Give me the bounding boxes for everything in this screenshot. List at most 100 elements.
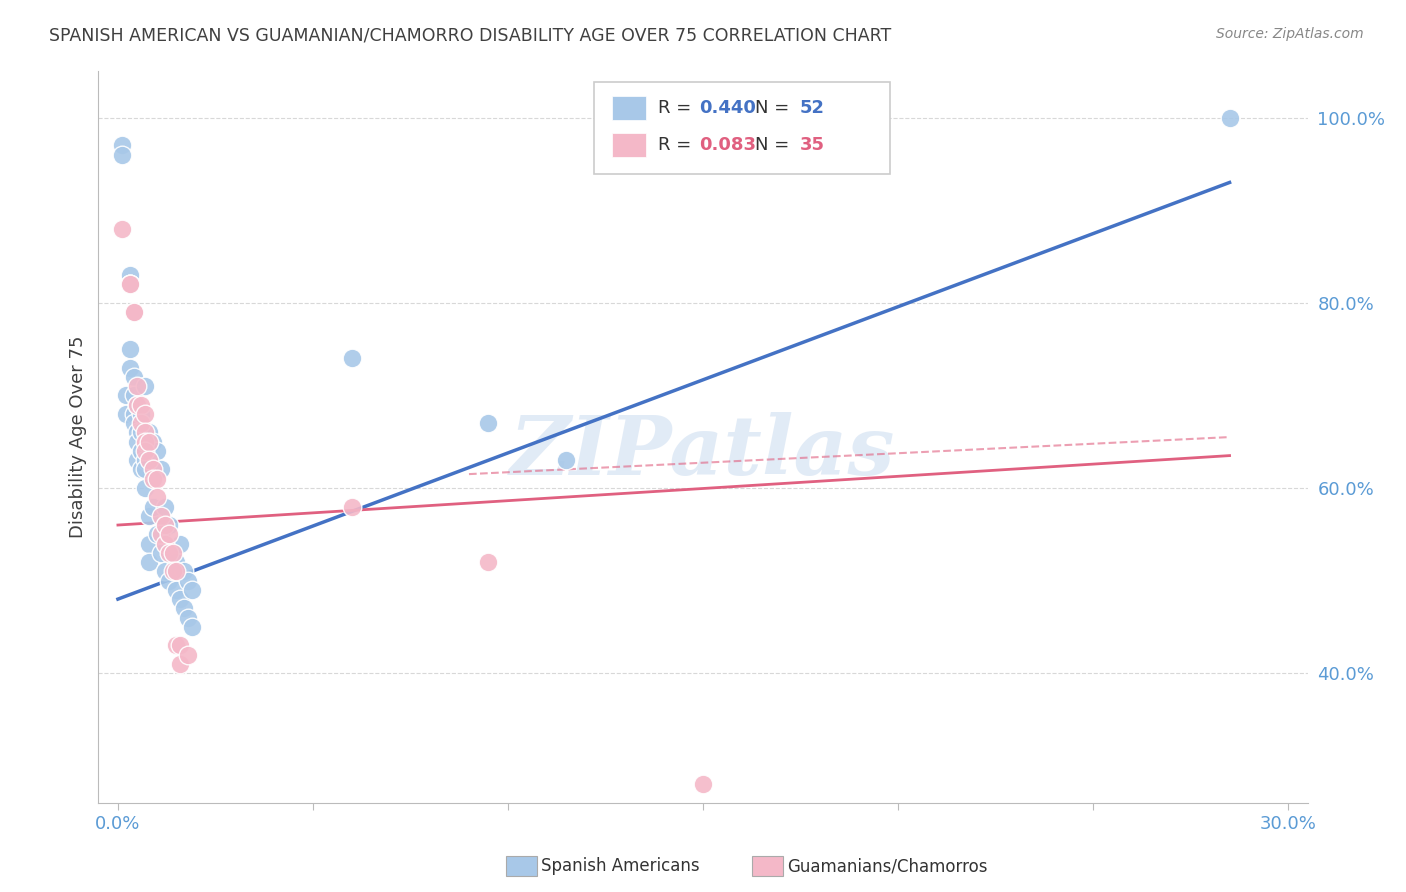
Point xyxy=(157,518,180,533)
Point xyxy=(114,388,136,402)
Text: 0.083: 0.083 xyxy=(699,136,756,153)
Point xyxy=(169,536,191,550)
Point xyxy=(142,434,165,449)
Point xyxy=(340,500,363,514)
Point xyxy=(153,565,176,579)
Text: Source: ZipAtlas.com: Source: ZipAtlas.com xyxy=(1216,27,1364,41)
Point xyxy=(149,508,172,523)
Point xyxy=(134,434,156,449)
Point xyxy=(134,481,156,495)
Point xyxy=(111,138,134,153)
Point xyxy=(138,536,160,550)
Point xyxy=(142,500,165,514)
Point xyxy=(169,657,191,671)
Point xyxy=(146,490,169,504)
Point xyxy=(157,574,180,588)
Point xyxy=(134,462,156,476)
Point xyxy=(169,592,191,607)
Point xyxy=(131,444,153,458)
Point xyxy=(127,425,149,440)
Text: 0.440: 0.440 xyxy=(699,99,756,117)
Text: SPANISH AMERICAN VS GUAMANIAN/CHAMORRO DISABILITY AGE OVER 75 CORRELATION CHART: SPANISH AMERICAN VS GUAMANIAN/CHAMORRO D… xyxy=(49,27,891,45)
Point xyxy=(131,407,153,421)
Point xyxy=(477,555,499,569)
Text: N =: N = xyxy=(755,99,789,117)
Point xyxy=(173,565,195,579)
Point xyxy=(127,434,149,449)
Point xyxy=(134,453,156,467)
Point xyxy=(165,555,187,569)
Point xyxy=(134,379,156,393)
Point xyxy=(127,398,149,412)
Point xyxy=(118,342,141,356)
Point xyxy=(122,370,145,384)
Point xyxy=(555,453,578,467)
Point xyxy=(149,462,172,476)
Text: 35: 35 xyxy=(800,136,825,153)
Point xyxy=(138,434,160,449)
Point xyxy=(162,565,184,579)
Point xyxy=(165,639,187,653)
Text: Guamanians/Chamorros: Guamanians/Chamorros xyxy=(787,857,988,875)
Point xyxy=(173,601,195,615)
Text: Spanish Americans: Spanish Americans xyxy=(541,857,700,875)
Point xyxy=(142,462,165,476)
Text: N =: N = xyxy=(755,136,789,153)
Point xyxy=(146,527,169,541)
Point xyxy=(153,536,176,550)
Point xyxy=(127,379,149,393)
Point xyxy=(149,527,172,541)
Point xyxy=(111,221,134,235)
Text: 52: 52 xyxy=(800,99,825,117)
Point xyxy=(142,472,165,486)
FancyBboxPatch shape xyxy=(613,133,647,157)
Point xyxy=(127,453,149,467)
Point xyxy=(122,305,145,319)
Point xyxy=(138,425,160,440)
Point xyxy=(111,147,134,161)
Point xyxy=(162,546,184,560)
Point xyxy=(146,472,169,486)
Point xyxy=(181,582,204,597)
Point xyxy=(131,398,153,412)
Point xyxy=(181,620,204,634)
Point xyxy=(138,555,160,569)
Point xyxy=(114,407,136,421)
Point xyxy=(149,546,172,560)
Point xyxy=(177,610,200,624)
Point xyxy=(138,453,160,467)
Point xyxy=(1219,111,1241,125)
Point xyxy=(122,388,145,402)
Point xyxy=(118,277,141,292)
Point xyxy=(122,416,145,430)
Point xyxy=(169,639,191,653)
Point xyxy=(131,462,153,476)
Point xyxy=(118,360,141,375)
Point xyxy=(153,518,176,533)
Text: R =: R = xyxy=(658,99,692,117)
FancyBboxPatch shape xyxy=(613,96,647,120)
Point xyxy=(134,407,156,421)
Point xyxy=(118,277,141,292)
Point xyxy=(131,416,153,430)
Point xyxy=(118,277,141,292)
Point xyxy=(340,351,363,366)
Point xyxy=(692,777,714,791)
Point xyxy=(122,407,145,421)
Point xyxy=(177,574,200,588)
Point xyxy=(153,500,176,514)
Text: ZIPatlas: ZIPatlas xyxy=(510,412,896,491)
Point xyxy=(118,268,141,282)
Point xyxy=(138,508,160,523)
Point xyxy=(134,444,156,458)
Point xyxy=(157,527,180,541)
Point xyxy=(477,416,499,430)
Text: R =: R = xyxy=(658,136,692,153)
Point xyxy=(134,425,156,440)
Point xyxy=(177,648,200,662)
Point xyxy=(122,305,145,319)
Point xyxy=(157,546,180,560)
Point xyxy=(165,582,187,597)
Point xyxy=(146,444,169,458)
Point xyxy=(127,398,149,412)
